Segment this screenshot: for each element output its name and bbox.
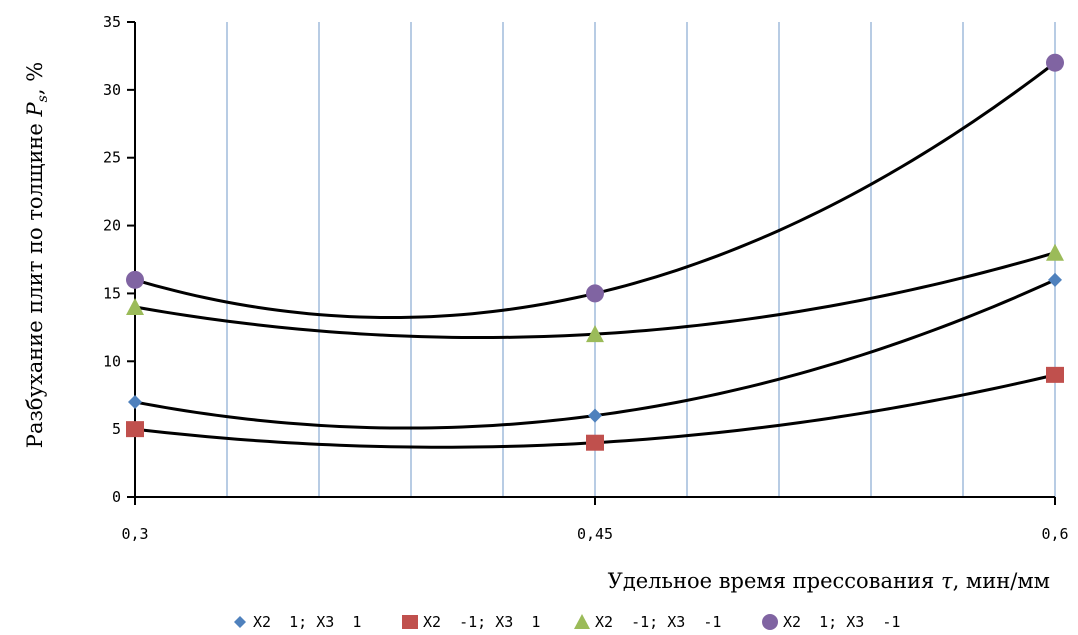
- data-point-circle: [586, 284, 604, 303]
- data-point-diamond: [1048, 272, 1062, 287]
- y-tick-label: 15: [103, 284, 121, 302]
- y-tick-label: 5: [112, 420, 121, 438]
- data-point-diamond: [128, 395, 142, 409]
- x-tick-label: 0,6: [1041, 525, 1068, 543]
- x-axis-title: Удельное время прессования τ, мин/мм: [608, 569, 1050, 593]
- legend-entry-label: X2 -1; X3 -1: [595, 613, 721, 631]
- x-tick-label: 0,45: [577, 525, 613, 543]
- y-tick-label: 25: [103, 149, 121, 167]
- legend-entry-label: X2 -1; X3 1: [423, 613, 540, 631]
- data-point-triangle: [586, 325, 604, 343]
- vertical-grid: [226, 22, 1056, 497]
- series-markers: [126, 53, 1064, 451]
- legend-marker-diamond: [234, 616, 246, 628]
- legend-marker-triangle: [574, 614, 590, 629]
- legend-marker-square: [402, 615, 418, 629]
- legend-entry-label: X2 1; X3 1: [253, 613, 361, 631]
- x-axis-ticks: 0,3 0,45 0,6: [121, 497, 1069, 543]
- data-point-triangle: [126, 298, 144, 315]
- data-point-circle: [1046, 53, 1064, 72]
- y-axis-ticks: 0 5 10 15 20 25 30 35: [103, 13, 135, 506]
- y-tick-label: 20: [103, 217, 121, 235]
- y-tick-label: 30: [103, 81, 121, 99]
- y-tick-label: 10: [103, 352, 121, 370]
- data-point-square: [1046, 366, 1064, 383]
- data-point-triangle: [1046, 243, 1064, 261]
- data-point-square: [126, 421, 144, 438]
- y-axis-title: Разбухание плит по толщине Ps, %: [23, 62, 51, 448]
- data-point-circle: [126, 270, 144, 289]
- legend-entry-label: X2 1; X3 -1: [783, 613, 900, 631]
- legend: X2 1; X3 1 X2 -1; X3 1 X2 -1; X3 -1 X2 1; X…: [234, 613, 900, 631]
- x-tick-label: 0,3: [121, 525, 148, 543]
- y-tick-label: 35: [103, 13, 121, 31]
- legend-marker-circle: [762, 614, 778, 630]
- data-point-square: [586, 434, 604, 451]
- data-point-diamond: [588, 408, 602, 423]
- y-tick-label: 0: [112, 488, 121, 506]
